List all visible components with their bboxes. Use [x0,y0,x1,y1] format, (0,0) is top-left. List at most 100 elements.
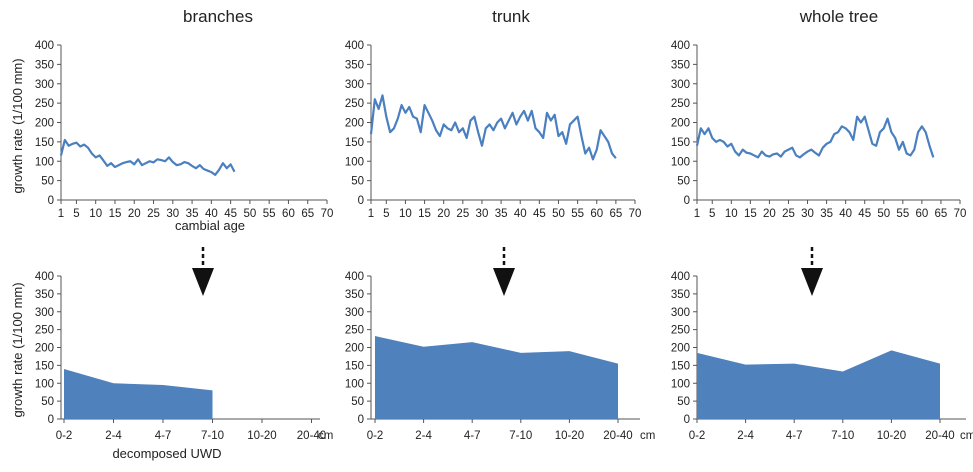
x-axis-labels: cambial age decomposed UWD [112,218,245,461]
x-tick-label: 1 [58,208,64,220]
x-tick-label: 10 [89,208,102,220]
x-tick-label: 10-20 [877,430,906,442]
y-tick-label: 50 [351,396,364,408]
x-tick-label: 1 [694,208,700,220]
y-tick-label: 350 [35,289,54,301]
x-tick-label: 65 [609,208,622,220]
x-tick-label: 35 [186,208,199,220]
x-tick-label: 20 [763,208,776,220]
down-arrow-2 [801,247,823,296]
x-tick-label: 35 [495,208,508,220]
y-axis-top-2: 0 50 100 150 200 250 300 350 400 [671,40,698,207]
x-tick-label: 50 [877,208,890,220]
growth-area-branches [64,368,213,419]
unit-cm-trunk: cm [640,430,655,442]
x-tick-label: 30 [166,208,179,220]
x-tick-label: 7-10 [509,430,532,442]
y-tick-label: 400 [345,271,364,283]
y-tick-label: 150 [345,360,364,372]
y-tick-label: 200 [671,343,690,355]
y-tick-label: 50 [677,176,690,188]
x-tick-label: 60 [590,208,603,220]
x-tick-label: 20-40 [603,430,632,442]
x-tick-label: 30 [476,208,489,220]
y-tick-label: 350 [345,289,364,301]
x-tick-label: 70 [954,208,967,220]
x-tick-label: 4-7 [155,430,172,442]
x-tick-label: 7-10 [831,430,854,442]
x-tick-label: 4-7 [786,430,803,442]
unit-labels: cm cm cm [318,430,973,442]
y-tick-label: 300 [671,79,690,91]
x-tick-label: 25 [147,208,160,220]
x-tick-label: 45 [533,208,546,220]
x-tick-label: 0-2 [689,430,706,442]
x-tick-label: 15 [418,208,431,220]
x-tick-label: 70 [629,208,642,220]
title-branches: branches [183,7,253,26]
y-tick-label: 200 [345,343,364,355]
unit-cm-whole-tree: cm [960,430,973,442]
y-tick-label: 400 [345,40,364,52]
title-trunk: trunk [492,7,530,26]
arrow-head [493,268,515,296]
x-tick-label: 55 [263,208,276,220]
growth-line-branches [59,138,236,176]
y-tick-label: 300 [671,307,690,319]
y-axis-top-0: 0 50 100 150 200 250 300 350 400 [35,40,62,207]
y-tick-label: 0 [358,195,364,207]
unit-cm-branches: cm [318,430,333,442]
y-tick-label: 200 [345,118,364,130]
y-axis-bottom-1: 0 50 100 150 200 250 300 350 400 [345,271,372,426]
x-tick-label: 70 [321,208,334,220]
arrows [192,247,823,296]
y-tick-label: 400 [35,271,54,283]
x-tick-label: 65 [935,208,948,220]
y-tick-label: 300 [35,79,54,91]
y-axis-labels: growth rate (1/100 mm) growth rate (1/10… [10,58,25,417]
ylabel-bottom: growth rate (1/100 mm) [10,282,25,417]
x-tick-label: 20-40 [297,430,326,442]
y-tick-label: 150 [345,137,364,149]
y-tick-label: 250 [35,325,54,337]
growth-line-whole-tree [695,115,935,159]
y-tick-label: 0 [358,414,364,426]
x-tick-label: 5 [73,208,79,220]
growth-area-whole-tree [697,350,940,419]
y-tick-label: 200 [671,118,690,130]
growth-area-trunk [375,336,618,419]
y-tick-label: 100 [345,156,364,168]
y-tick-label: 250 [345,98,364,110]
growth-line-trunk [369,94,617,161]
x-tick-label: 40 [205,208,218,220]
y-tick-label: 300 [345,79,364,91]
y-tick-label: 200 [35,343,54,355]
x-tick-label: 20 [128,208,141,220]
down-arrow-1 [493,247,515,296]
arrow-head [801,268,823,296]
x-tick-label: 20-40 [925,430,954,442]
x-tick-label: 5 [709,208,715,220]
x-tick-label: 40 [514,208,527,220]
y-tick-label: 100 [35,378,54,390]
x-tick-label: 45 [858,208,871,220]
xlabel-cambial-age: cambial age [175,218,245,233]
x-tick-label: 10 [399,208,412,220]
x-tick-label: 30 [801,208,814,220]
x-tick-label: 55 [571,208,584,220]
x-tick-label: 60 [282,208,295,220]
x-tick-label: 4-7 [464,430,481,442]
x-tick-label: 55 [896,208,909,220]
y-tick-label: 350 [671,59,690,71]
x-tick-label: 15 [744,208,757,220]
x-tick-label: 10-20 [247,430,276,442]
y-tick-label: 100 [35,156,54,168]
y-tick-label: 400 [35,40,54,52]
x-tick-label: 40 [839,208,852,220]
y-tick-label: 250 [671,325,690,337]
y-axis-bottom-0: 0 50 100 150 200 250 300 350 400 [35,271,62,426]
y-tick-label: 400 [671,271,690,283]
